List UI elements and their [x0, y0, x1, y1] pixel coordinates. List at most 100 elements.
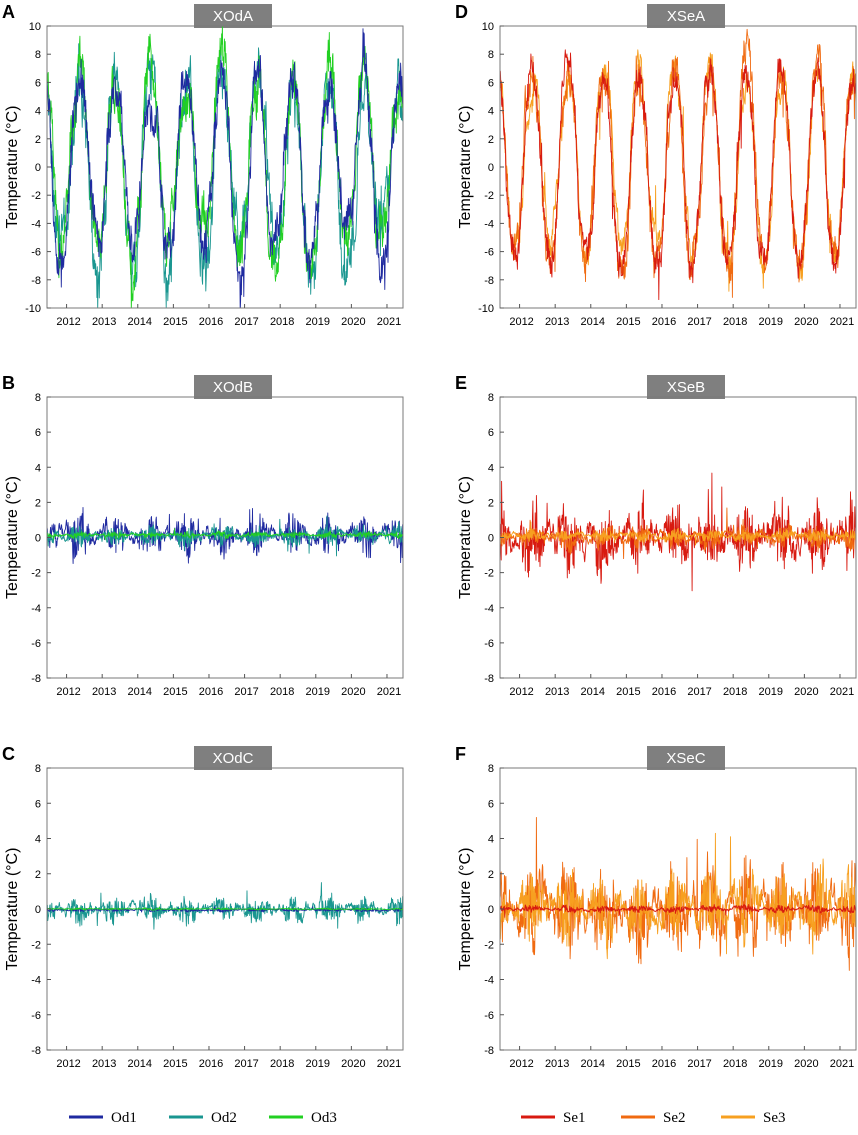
y-tick-label: 0 [488, 162, 494, 174]
x-tick-label: 2012 [509, 1058, 533, 1070]
x-tick-label: 2015 [163, 686, 187, 698]
panel-letter: E [455, 373, 467, 393]
panel-letter: B [2, 373, 15, 393]
x-tick-label: 2021 [377, 316, 401, 328]
series-line-od3 [47, 26, 403, 308]
y-tick-label: -8 [484, 275, 494, 287]
legends: Od1 Od2 Od3 Se1 Se2 Se3 [69, 1110, 786, 1126]
series-group [47, 882, 403, 930]
y-tick-label: 0 [35, 162, 41, 174]
x-tick-label: 2021 [377, 686, 401, 698]
panel-title-box [194, 746, 272, 770]
x-tick-label: 2012 [509, 316, 533, 328]
series-line-od2 [47, 882, 403, 930]
x-tick-label: 2019 [306, 1058, 330, 1070]
x-tick-label: 2013 [545, 686, 569, 698]
y-tick-label: -2 [484, 190, 494, 202]
y-tick-label: -8 [484, 1045, 494, 1057]
y-tick-label: -4 [31, 603, 41, 615]
y-tick-label: 2 [35, 869, 41, 881]
legend-right: Se1 Se2 Se3 [521, 1110, 786, 1126]
series-group [500, 816, 856, 971]
y-tick-label: -6 [31, 1010, 41, 1022]
x-tick-label: 2019 [759, 316, 783, 328]
x-tick-label: 2019 [306, 316, 330, 328]
y-tick-label: 8 [488, 763, 494, 775]
y-tick-label: 2 [488, 497, 494, 509]
y-tick-label: 0 [488, 533, 494, 545]
panel-d: D XSeA -10 -8 -6 -4 -2 0 2 4 6 8 10 2012 2013 2014 2015 2… [455, 2, 857, 328]
series-line-se1 [500, 904, 856, 918]
legend-label: Od1 [111, 1110, 137, 1126]
y-tick-label: 0 [35, 904, 41, 916]
x-tick-label: 2012 [56, 686, 80, 698]
x-tick-label: 2013 [92, 1058, 116, 1070]
y-tick-label: -2 [484, 568, 494, 580]
y-tick-label: -2 [31, 190, 41, 202]
series-line-se2 [500, 816, 856, 971]
legend-label: Se2 [663, 1110, 686, 1126]
y-tick-label: 6 [488, 77, 494, 89]
y-tick-label: -8 [31, 1045, 41, 1057]
series-line-se3 [500, 832, 856, 960]
x-tick-label: 2018 [270, 686, 294, 698]
panel-title: XOdA [213, 8, 253, 25]
series-group [47, 507, 403, 564]
x-tick-label: 2016 [199, 686, 223, 698]
y-tick-label: 2 [35, 497, 41, 509]
y-tick-label: 2 [488, 869, 494, 881]
x-tick-label: 2016 [199, 1058, 223, 1070]
panel-f: F XSeC -8 -6 -4 -2 0 2 4 6 8 2012 2013 2014 2015 2016 20… [455, 744, 857, 1070]
x-tick-label: 2020 [794, 1058, 818, 1070]
legend-label: Se1 [563, 1110, 586, 1126]
y-tick-label: -6 [484, 638, 494, 650]
panel-title: XSeC [666, 750, 705, 767]
panel-title: XOdC [213, 750, 254, 767]
legend-label: Od2 [211, 1110, 237, 1126]
x-tick-label: 2012 [56, 316, 80, 328]
x-tick-label: 2017 [687, 686, 711, 698]
legend-label: Od3 [311, 1110, 337, 1126]
x-tick-label: 2013 [92, 686, 116, 698]
y-tick-label: 4 [488, 462, 494, 474]
x-tick-label: 2019 [759, 1058, 783, 1070]
y-tick-label: -4 [484, 975, 494, 987]
x-tick-label: 2017 [234, 316, 258, 328]
x-tick-label: 2012 [56, 1058, 80, 1070]
y-tick-label: 4 [488, 106, 494, 118]
x-tick-label: 2021 [830, 686, 854, 698]
y-tick-label: -6 [31, 638, 41, 650]
panel-c: C XOdC -8 -6 -4 -2 0 2 4 6 8 2012 2013 2014 2015 2016 20… [2, 744, 404, 1070]
y-tick-label: -6 [31, 247, 41, 259]
y-tick-label: -4 [31, 218, 41, 230]
y-axis-label: Temperature (°C) [457, 848, 474, 971]
plot-frame [46, 25, 404, 309]
y-tick-label: 6 [488, 798, 494, 810]
panel-title-box [194, 375, 272, 399]
x-tick-label: 2017 [234, 686, 258, 698]
panel-title-box [647, 746, 725, 770]
x-tick-label: 2018 [270, 1058, 294, 1070]
y-tick-label: -2 [484, 939, 494, 951]
x-tick-label: 2017 [687, 316, 711, 328]
x-tick-label: 2018 [723, 686, 747, 698]
x-tick-label: 2014 [128, 686, 152, 698]
series-line-se1 [500, 49, 856, 301]
panel-letter: D [455, 2, 468, 22]
x-tick-label: 2020 [794, 316, 818, 328]
x-tick-label: 2018 [723, 316, 747, 328]
x-tick-label: 2016 [652, 686, 676, 698]
panel-title: XSeB [667, 379, 705, 396]
panel-letter: A [2, 2, 15, 22]
y-tick-label: 6 [35, 798, 41, 810]
x-tick-label: 2019 [759, 686, 783, 698]
series-group [500, 472, 856, 592]
y-tick-label: -4 [484, 218, 494, 230]
y-tick-label: 8 [35, 392, 41, 404]
y-tick-label: 0 [35, 533, 41, 545]
y-tick-label: 6 [35, 427, 41, 439]
x-tick-label: 2017 [687, 1058, 711, 1070]
panel-title-box [194, 4, 272, 28]
panel-title-box [647, 375, 725, 399]
